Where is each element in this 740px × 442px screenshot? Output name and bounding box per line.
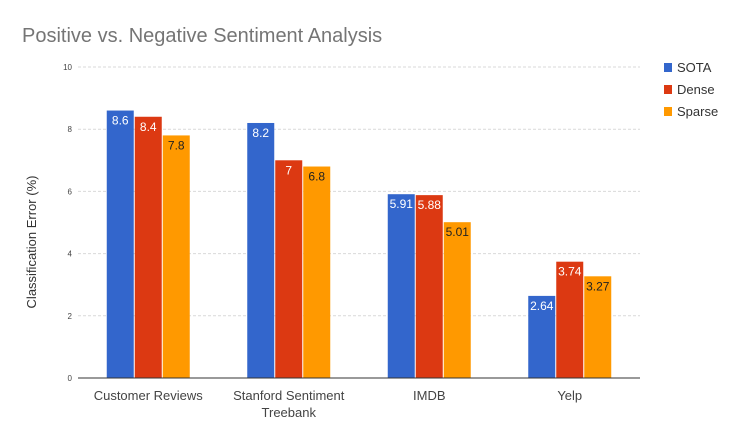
x-tick-label: Yelp	[557, 388, 582, 403]
y-axis-label: Classification Error (%)	[24, 176, 39, 309]
data-labels: 8.6 8.4 7.8 8.2 7 6.8 5.91 5.88 5.01 2.64 3.74 3.27	[112, 114, 610, 313]
gridlines	[78, 66, 640, 317]
y-tick-label: 10	[63, 63, 72, 72]
legend-label: Dense	[677, 82, 715, 97]
data-label: 5.91	[390, 197, 414, 211]
bar-dense	[415, 195, 443, 378]
data-label: 8.4	[140, 120, 157, 134]
bar-sota	[387, 194, 415, 378]
y-tick-label: 4	[68, 250, 73, 259]
legend-swatch	[664, 63, 672, 72]
bar-sparse	[584, 276, 612, 378]
bar-dense	[134, 116, 162, 378]
data-label: 8.6	[112, 114, 129, 128]
bar-sparse	[162, 135, 190, 378]
data-label: 3.27	[586, 279, 610, 293]
chart-title: Positive vs. Negative Sentiment Analysis	[22, 25, 382, 47]
bar-sota	[106, 110, 134, 378]
data-label: 7	[285, 163, 292, 177]
legend: SOTA Dense Sparse	[664, 60, 718, 119]
x-tick-label: Treebank	[262, 405, 317, 420]
bar-sparse	[443, 222, 471, 378]
bar-sparse	[303, 166, 331, 378]
legend-swatch	[664, 85, 672, 94]
data-label: 2.64	[530, 299, 554, 313]
x-tick-label: IMDB	[413, 388, 446, 403]
bar-sota	[247, 122, 275, 378]
y-tick-label: 6	[68, 187, 73, 196]
data-label: 6.8	[308, 170, 325, 184]
data-label: 7.8	[168, 138, 185, 152]
x-tick-label: Stanford Sentiment	[233, 388, 345, 403]
data-label: 5.01	[446, 225, 470, 239]
data-label: 3.74	[558, 265, 582, 279]
y-tick-label: 2	[68, 312, 73, 321]
data-label: 5.88	[418, 198, 442, 212]
x-axis-ticks: Customer Reviews Stanford Sentiment Treeba…	[94, 388, 582, 420]
bar-dense	[556, 261, 584, 378]
bars	[106, 110, 612, 378]
legend-label: SOTA	[677, 60, 712, 75]
y-axis-ticks: 0 2 4 6 8 10	[63, 63, 72, 383]
y-tick-label: 0	[68, 374, 73, 383]
data-label: 8.2	[252, 126, 269, 140]
bar-dense	[275, 160, 303, 378]
legend-swatch	[664, 107, 672, 116]
legend-label: Sparse	[677, 104, 718, 119]
bar-sota	[528, 295, 556, 378]
x-tick-label: Customer Reviews	[94, 388, 204, 403]
y-tick-label: 8	[68, 125, 73, 134]
